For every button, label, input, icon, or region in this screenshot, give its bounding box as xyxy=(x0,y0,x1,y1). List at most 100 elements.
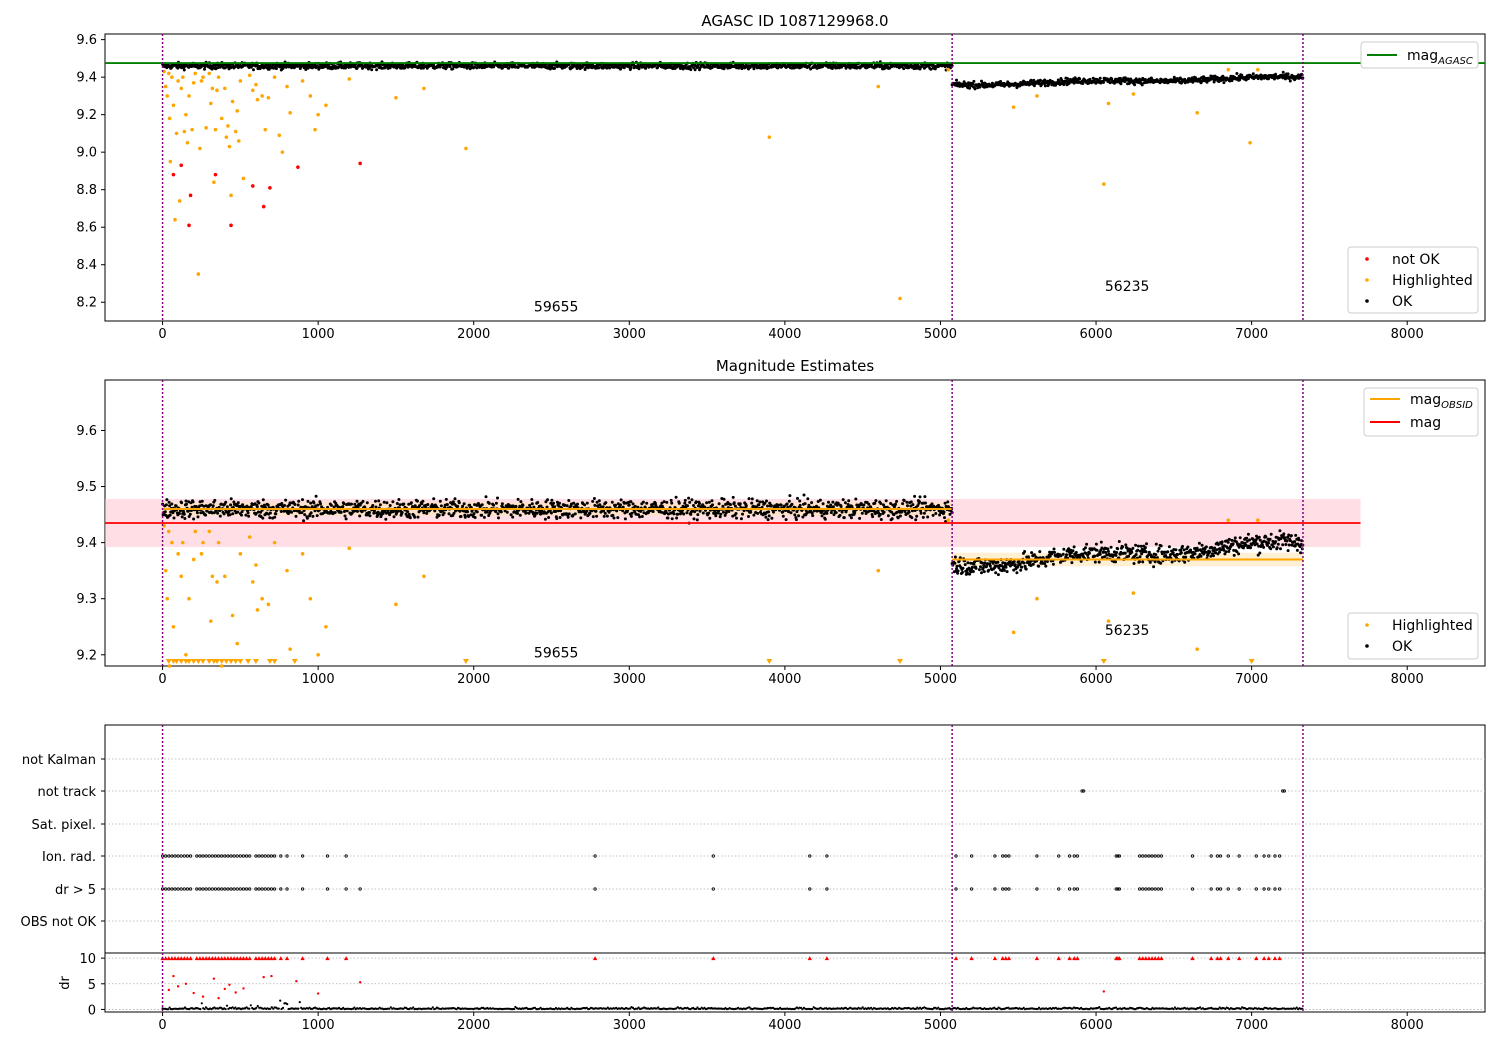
highlighted-point xyxy=(185,140,190,145)
ok-point xyxy=(1233,536,1237,540)
ok-point xyxy=(1212,554,1215,558)
x-tick-label: 0 xyxy=(158,327,166,342)
ok-point xyxy=(496,496,499,500)
highlighted-point xyxy=(1131,591,1136,595)
ok-point xyxy=(268,516,272,520)
ok-point xyxy=(1276,542,1280,546)
ok-point xyxy=(566,515,570,519)
ok-point xyxy=(1222,81,1226,85)
ok-point xyxy=(288,501,292,505)
highlighted-point xyxy=(394,602,398,607)
ok-point xyxy=(781,514,785,518)
ok-point xyxy=(610,500,614,504)
ok-point xyxy=(781,510,785,514)
ok-point xyxy=(1210,546,1214,550)
highlighted-point xyxy=(767,135,772,139)
highlighted-point xyxy=(176,79,180,83)
ok-point xyxy=(811,514,815,518)
highlighted-point xyxy=(230,99,235,104)
ok-point xyxy=(1098,76,1102,80)
ok-point xyxy=(971,82,975,86)
ok-point xyxy=(839,504,843,508)
ok-point xyxy=(871,515,875,519)
ok-point xyxy=(180,515,184,519)
ok-point xyxy=(1095,548,1099,552)
ok-point xyxy=(678,67,682,70)
ok-point xyxy=(1176,553,1180,556)
flag-marker xyxy=(272,887,277,891)
ok-point xyxy=(980,561,984,565)
ok-point xyxy=(1020,565,1024,569)
ok-point xyxy=(603,511,607,515)
ok-point xyxy=(1106,549,1110,553)
ok-point xyxy=(576,502,579,506)
ok-point xyxy=(1136,544,1140,548)
clipped-low-marker xyxy=(228,659,235,664)
highlighted-point xyxy=(222,86,227,91)
ok-point xyxy=(296,503,300,507)
ok-point xyxy=(1281,543,1285,547)
dr-ok-point xyxy=(298,1001,301,1004)
ok-point xyxy=(224,500,228,504)
ok-point xyxy=(967,566,971,570)
dr-tick-label: 5 xyxy=(88,978,96,993)
flag-marker xyxy=(1278,854,1282,858)
flag-marker xyxy=(1057,854,1061,858)
ok-point xyxy=(591,515,595,519)
ok-point xyxy=(955,78,958,82)
ok-point xyxy=(1062,83,1066,87)
ok-point xyxy=(605,514,609,518)
ok-point xyxy=(396,509,400,513)
panel1-plot: 0 1000 2000 3000 4000 5000 6000 7000 80008.28.48… xyxy=(76,33,1485,342)
flag-marker xyxy=(1278,887,1282,891)
ok-point xyxy=(312,501,316,505)
ok-point xyxy=(848,66,852,70)
ok-point xyxy=(311,514,315,518)
highlighted-point xyxy=(260,596,264,601)
ok-point xyxy=(834,511,838,515)
flag-marker xyxy=(216,887,221,891)
ok-point xyxy=(1031,562,1035,566)
ok-point xyxy=(1181,544,1184,548)
flag-marker xyxy=(241,887,246,891)
highlighted-point xyxy=(201,75,205,79)
x-tick-label: 2000 xyxy=(457,327,490,342)
flag-marker xyxy=(969,887,974,891)
ok-point xyxy=(342,502,346,506)
clipped-low-marker xyxy=(178,659,185,664)
ok-point xyxy=(831,505,835,509)
ok-point xyxy=(1110,77,1114,81)
ok-point xyxy=(779,503,783,507)
ok-point xyxy=(806,497,810,501)
obsid-annotation: 59655 xyxy=(534,646,579,662)
ok-point xyxy=(796,496,799,500)
highlighted-point xyxy=(238,79,243,83)
ok-point xyxy=(188,512,192,516)
ok-point xyxy=(388,513,392,517)
highlighted-point xyxy=(255,97,260,102)
ok-point xyxy=(1038,78,1042,82)
ok-point xyxy=(452,511,456,515)
ok-point xyxy=(988,564,992,568)
ok-point xyxy=(1134,543,1138,547)
ok-point xyxy=(1081,82,1085,85)
ok-point xyxy=(902,499,906,502)
flag-marker xyxy=(263,854,267,858)
ok-point xyxy=(1246,532,1250,536)
highlighted-point xyxy=(266,602,271,607)
flag-marker xyxy=(260,854,264,858)
x-tick-label: 4000 xyxy=(768,327,801,342)
ok-point xyxy=(1281,70,1285,74)
ok-point xyxy=(195,511,199,515)
ok-point xyxy=(915,514,919,518)
y-tick-label: 9.6 xyxy=(76,33,97,48)
ok-point xyxy=(672,512,676,516)
flag-marker xyxy=(969,854,974,858)
ok-point xyxy=(968,86,972,90)
ok-point xyxy=(300,511,304,515)
ok-point xyxy=(1116,547,1120,551)
ok-point xyxy=(921,515,925,519)
ok-point xyxy=(704,65,708,69)
ok-point xyxy=(306,499,310,503)
